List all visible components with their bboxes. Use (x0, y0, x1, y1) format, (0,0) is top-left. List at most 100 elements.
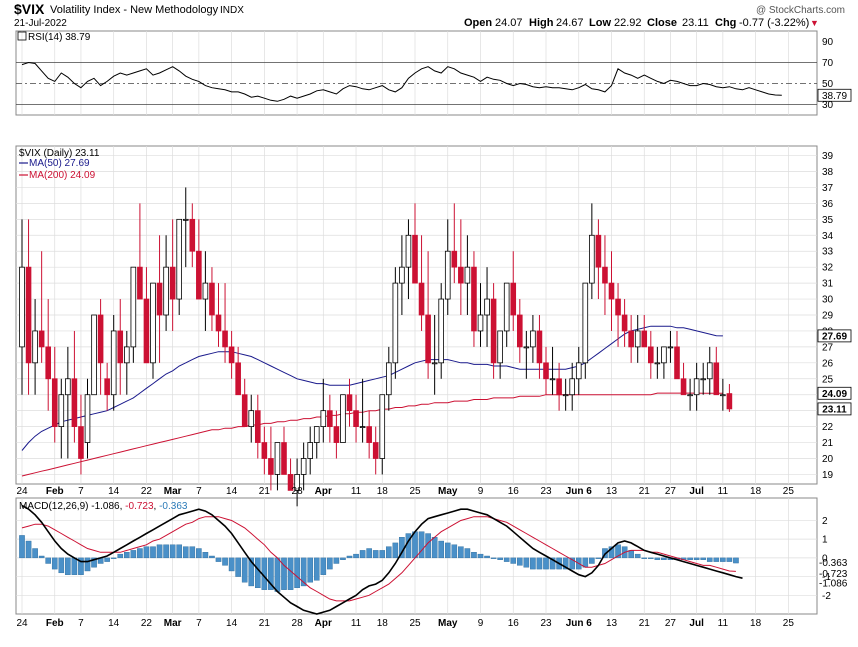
macd-histogram-bar (490, 557, 497, 559)
macd-histogram-bar (543, 557, 549, 570)
macd-histogram-bar (569, 557, 575, 570)
x-tick-label: 21 (259, 486, 271, 497)
macd-histogram-bar (156, 544, 163, 559)
rsi-line (21, 61, 782, 102)
x-tick-label-bottom: 14 (108, 618, 120, 629)
candle-body (38, 330, 45, 348)
macd-histogram-bar (353, 553, 359, 559)
macd-histogram-bar (169, 544, 176, 559)
macd-histogram-bar (562, 557, 569, 570)
x-tick-label: Feb (46, 486, 64, 497)
x-tick-label: 18 (750, 486, 762, 497)
macd-histogram-bar (313, 557, 320, 581)
candle-body (372, 442, 379, 459)
x-tick-label: 14 (108, 486, 120, 497)
candle-body (346, 394, 353, 412)
x-tick-label-bottom: Jul (689, 618, 704, 629)
x-tick-label-bottom: 27 (665, 618, 677, 629)
macd-histogram-bar (222, 557, 228, 566)
candle-body (523, 346, 530, 349)
candle-body (412, 234, 418, 284)
rsi-last-tag (817, 88, 852, 102)
chg-value: -0.77 (-3.22%) (739, 17, 809, 29)
x-tick-label-bottom: 7 (78, 618, 84, 629)
x-tick-label: 7 (78, 486, 84, 497)
macd-histogram-bar (137, 548, 143, 559)
x-tick-label-bottom: Apr (315, 618, 332, 629)
ma50-legend-label: MA(50) 27.69 (29, 158, 90, 169)
x-tick-label: 21 (639, 486, 651, 497)
macd-tick-label: 0 (822, 553, 828, 564)
x-tick-label: Apr (315, 486, 332, 497)
x-tick-label-bottom: May (438, 618, 458, 629)
candle-body (477, 314, 484, 332)
macd-histogram-bar (254, 557, 261, 589)
candle-body (497, 330, 503, 364)
price-tick-label: 19 (822, 470, 834, 481)
close-last-tag-label: 23.11 (822, 404, 847, 415)
candle-body (281, 442, 287, 475)
macd-legend-prefix: MACD(12,26,9) (19, 501, 91, 512)
macd-histogram-bar (268, 557, 274, 590)
x-tick-label-bottom: 25 (409, 618, 421, 629)
candle-body (340, 394, 346, 443)
price-tick-label: 20 (822, 454, 834, 465)
candle-body (320, 410, 327, 428)
macd-histogram-bar (333, 557, 340, 564)
ma200-last-tag (817, 386, 852, 400)
macd-histogram-bar (549, 557, 556, 570)
candle-body (444, 250, 451, 300)
candle-body (209, 282, 215, 316)
macd-histogram-bar (720, 557, 726, 562)
chg-label: Chg (715, 17, 736, 29)
macd-histogram-bar (484, 555, 490, 559)
x-tick-label: 23 (540, 486, 552, 497)
candle-body (543, 362, 549, 380)
x-tick-label-bottom: 14 (226, 618, 238, 629)
macd-histogram-bar (110, 557, 117, 559)
candle-body (687, 394, 693, 397)
x-tick-label: 25 (409, 486, 421, 497)
candle-body (549, 378, 556, 381)
price-tick-label: 37 (822, 183, 834, 194)
x-tick-label-bottom: 25 (783, 618, 795, 629)
price-tick-label: 21 (822, 438, 834, 449)
candle-body (235, 362, 241, 396)
price-tick-label: 33 (822, 247, 834, 258)
x-tick-label: 24 (16, 486, 28, 497)
candle-body (45, 346, 51, 380)
candle-body (392, 282, 399, 364)
candle-body (202, 282, 209, 300)
candle-body (405, 234, 412, 268)
price-tick-label: 25 (822, 374, 834, 385)
candle-body (648, 346, 654, 364)
macd-tick-label: -1 (822, 572, 831, 583)
candle-body (189, 218, 196, 252)
candle-body (58, 394, 65, 428)
price-tick-label: 22 (822, 422, 834, 433)
macd-histogram-bar (372, 550, 379, 559)
macd-histogram-bar (458, 546, 464, 559)
candle-body (379, 394, 386, 459)
candle-body (726, 393, 733, 410)
chart-date: 21-Jul-2022 (14, 18, 67, 29)
candle-body (353, 410, 359, 428)
x-tick-label: 11 (351, 486, 362, 497)
x-tick-label: Mar (164, 486, 182, 497)
rsi-tick-label: 30 (822, 100, 834, 111)
watermark: @ StockCharts.com (756, 5, 845, 16)
price-tick-label: 38 (822, 167, 834, 178)
svg-text:MACD(12,26,9) -1.086, -0.723,: MACD(12,26,9) -1.086, -0.723, -0.363 (19, 501, 188, 512)
candle-body (700, 378, 706, 381)
macd-histogram-bar (595, 557, 602, 559)
macd-histogram-bar (45, 557, 51, 564)
macd-histogram-bar (150, 546, 156, 559)
macd-histogram-bar (517, 557, 523, 566)
macd-histogram-bar (78, 557, 84, 575)
macd-line-tag: -1.086 (819, 579, 848, 590)
candle-body (333, 426, 340, 443)
macd-histogram-bar (503, 557, 510, 562)
x-tick-label-bottom: Mar (164, 618, 182, 629)
x-tick-label-bottom: 24 (16, 618, 28, 629)
